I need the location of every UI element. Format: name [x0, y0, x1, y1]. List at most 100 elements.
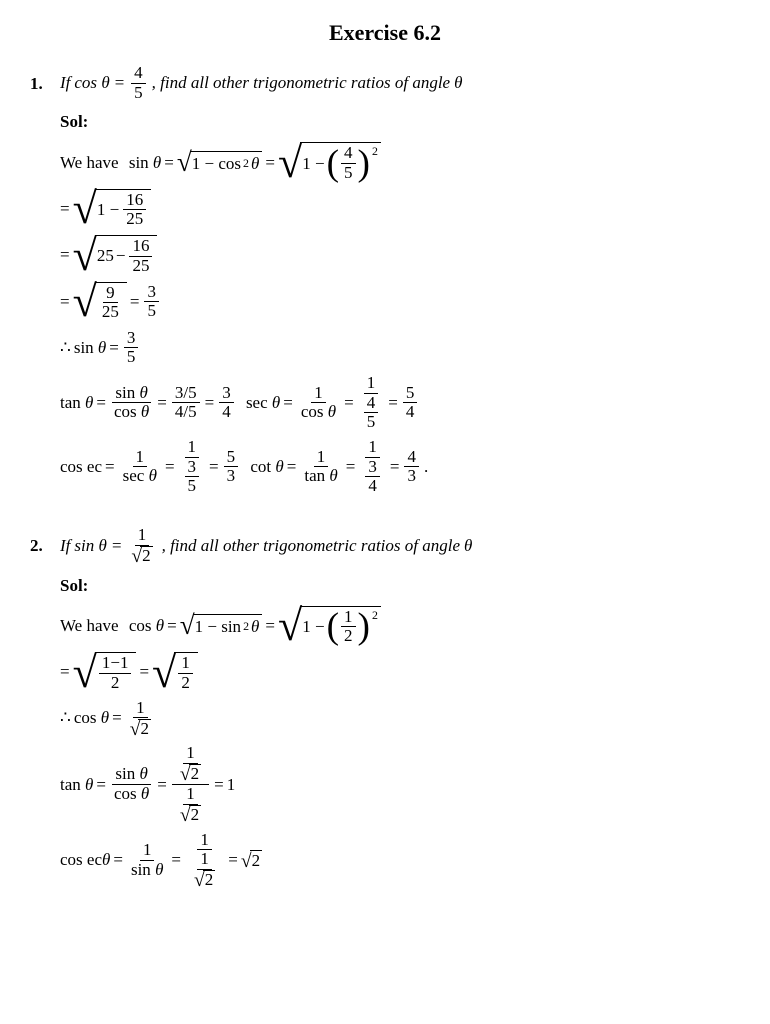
eq: = [164, 153, 174, 173]
eq: = [60, 199, 70, 219]
step-csc-cot: cos ec = 1 sec θ = 1 35 = 53 cot θ = 1 t… [60, 438, 740, 496]
problem-body: If cos θ = 4 5 , find all other trigonom… [60, 64, 740, 502]
problem-body: If sin θ = 1 √2 , find all other trigono… [60, 526, 740, 896]
eq: = [60, 245, 70, 265]
step-2: = √ 25 − 1625 [60, 235, 740, 275]
frac: 1 1√2 [186, 831, 223, 890]
sol-label: Sol: [60, 112, 740, 132]
sqrt: √ 25 − 1625 [73, 235, 158, 275]
eq: = [157, 393, 167, 413]
sqrt: √ 925 [73, 282, 127, 322]
frac: 1 √2 [127, 699, 154, 739]
cos-expr: cos θ [129, 616, 164, 636]
if-label: If [60, 536, 70, 556]
frac: 1 sin θ [128, 841, 166, 879]
frac: 3/54/5 [172, 384, 200, 422]
eq: = [228, 850, 238, 870]
problem-statement: If cos θ = 4 5 , find all other trigonom… [60, 64, 740, 102]
frac: 1 sec θ [120, 448, 160, 486]
sin-expr: sin θ [74, 338, 106, 358]
eq: = [209, 457, 219, 477]
step-1: = √ 1−12 = √ 12 [60, 652, 740, 692]
sqrt-1: √1 − cos2 θ [177, 151, 262, 174]
eq: = [265, 616, 275, 636]
eq: = [139, 662, 149, 682]
cos-expr: cos θ [74, 708, 109, 728]
result-frac: 35 [144, 283, 159, 321]
given-fraction: 1 √2 [128, 526, 155, 566]
frac: 1 34 [360, 438, 385, 496]
csc-result: √2 [241, 850, 262, 871]
eq: = [205, 393, 215, 413]
frac: sin θ cos θ [111, 384, 152, 422]
eq: = [390, 457, 400, 477]
sqrt-2: √ 1 − ( 45 )2 [278, 142, 381, 182]
problem-number: 2. [30, 526, 60, 896]
eq: = [214, 775, 224, 795]
eq: = [111, 536, 122, 556]
eq: = [113, 850, 123, 870]
therefore: ∴ [60, 338, 71, 358]
eq: = [165, 457, 175, 477]
cosec-expr: cos ecθ [60, 850, 110, 870]
wehave-label: We have [60, 616, 119, 636]
problem-1: 1. If cos θ = 4 5 , find all other trigo… [30, 64, 740, 502]
problem-2: 2. If sin θ = 1 √2 , find all other trig… [30, 526, 740, 896]
frac: 1 35 [180, 438, 205, 496]
eq: = [344, 393, 354, 413]
eq: = [167, 616, 177, 636]
step-therefore: ∴ sin θ = 35 [60, 328, 740, 368]
eq: = [130, 292, 140, 312]
sqrt: √ 1 − ( 12 )2 [278, 606, 381, 646]
eq: = [171, 850, 181, 870]
wehave-label: We have [60, 153, 119, 173]
eq: = [112, 708, 122, 728]
eq: = [114, 73, 125, 93]
sqrt: √ 1−12 [73, 652, 137, 692]
tan-expr: tan θ [60, 393, 93, 413]
sqrt: √1 − sin2 θ [180, 614, 263, 637]
problem-statement: If sin θ = 1 √2 , find all other trigono… [60, 526, 740, 566]
theta: θ [464, 536, 472, 556]
dot: . [424, 457, 428, 477]
frac: 43 [404, 448, 419, 486]
cot-expr: cot θ [250, 457, 283, 477]
eq: = [346, 457, 356, 477]
tan-result: 1 [227, 775, 236, 795]
frac: 53 [224, 448, 239, 486]
eq: = [283, 393, 293, 413]
fn-label: cos θ [74, 73, 109, 93]
find-label: , find all other trigonometric ratios of… [152, 73, 450, 93]
sqrt: √ 12 [152, 652, 198, 692]
step-therefore: ∴ cos θ = 1 √2 [60, 698, 740, 738]
tan-expr: tan θ [60, 775, 93, 795]
sin-expr: sin θ [129, 153, 161, 173]
eq: = [157, 775, 167, 795]
frac: 1 tan θ [301, 448, 340, 486]
cosec-expr: cos ec [60, 457, 102, 477]
sqrt: √ 1 − 1625 [73, 189, 152, 229]
eq: = [388, 393, 398, 413]
frac: 34 [219, 384, 234, 422]
frac: 1 cos θ [298, 384, 339, 422]
frac: 54 [403, 384, 418, 422]
step-wehave: We have cos θ = √1 − sin2 θ = √ 1 − ( 12… [60, 606, 740, 646]
eq: = [109, 338, 119, 358]
if-label: If [60, 73, 70, 93]
exercise-title: Exercise 6.2 [30, 20, 740, 46]
step-3: = √ 925 = 35 [60, 282, 740, 322]
step-cosec: cos ecθ = 1 sin θ = 1 1√2 = √2 [60, 831, 740, 890]
eq: = [96, 393, 106, 413]
given-fraction: 4 5 [131, 64, 146, 102]
step-wehave: We have sin θ = √1 − cos2 θ = √ 1 − ( 45… [60, 142, 740, 182]
eq: = [96, 775, 106, 795]
frac: 35 [124, 329, 139, 367]
therefore: ∴ [60, 708, 71, 728]
problem-number: 1. [30, 64, 60, 502]
frac: 1 45 [359, 374, 384, 432]
eq: = [60, 292, 70, 312]
sec-expr: sec θ [246, 393, 280, 413]
eq: = [287, 457, 297, 477]
eq: = [265, 153, 275, 173]
frac: sin θ cos θ [111, 765, 152, 803]
